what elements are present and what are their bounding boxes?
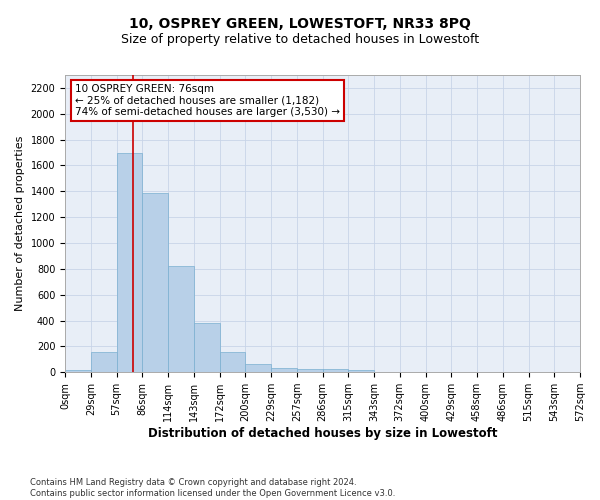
- Bar: [194, 323, 220, 372]
- Bar: [116, 152, 142, 372]
- Bar: [245, 364, 271, 372]
- Bar: [348, 370, 374, 372]
- Bar: [297, 368, 323, 372]
- Bar: [142, 192, 168, 372]
- Text: 10 OSPREY GREEN: 76sqm
← 25% of detached houses are smaller (1,182)
74% of semi-: 10 OSPREY GREEN: 76sqm ← 25% of detached…: [76, 84, 340, 117]
- Bar: [65, 370, 91, 372]
- Text: Size of property relative to detached houses in Lowestoft: Size of property relative to detached ho…: [121, 32, 479, 46]
- Text: Contains HM Land Registry data © Crown copyright and database right 2024.
Contai: Contains HM Land Registry data © Crown c…: [30, 478, 395, 498]
- X-axis label: Distribution of detached houses by size in Lowestoft: Distribution of detached houses by size …: [148, 427, 497, 440]
- Bar: [220, 352, 245, 372]
- Bar: [91, 352, 116, 372]
- Bar: [323, 368, 348, 372]
- Bar: [271, 368, 297, 372]
- Y-axis label: Number of detached properties: Number of detached properties: [15, 136, 25, 312]
- Bar: [168, 266, 194, 372]
- Text: 10, OSPREY GREEN, LOWESTOFT, NR33 8PQ: 10, OSPREY GREEN, LOWESTOFT, NR33 8PQ: [129, 18, 471, 32]
